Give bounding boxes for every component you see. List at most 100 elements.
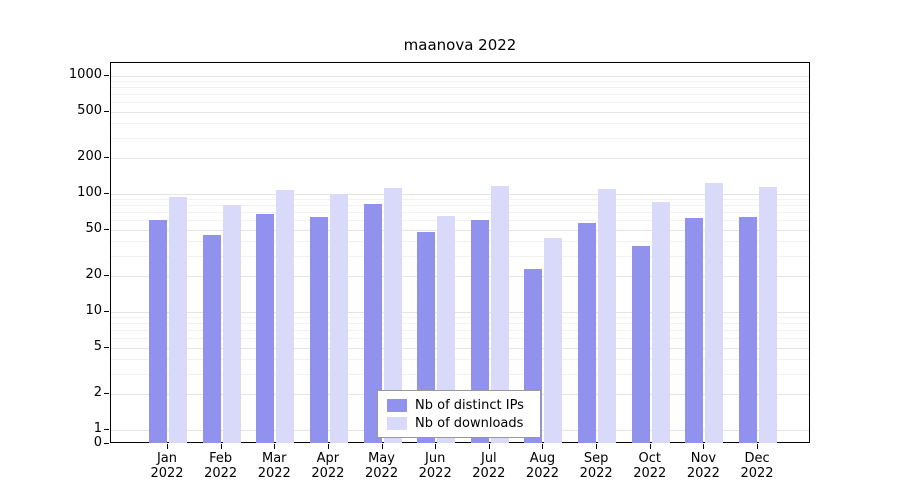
bar-downloads-nov [705, 182, 724, 443]
x-tick-label-may: May 2022 [365, 451, 399, 481]
legend-item-downloads: Nb of downloads [387, 416, 531, 431]
gridline-minor [111, 323, 809, 325]
y-tick-mark [104, 193, 109, 194]
bar-ips-mar [256, 213, 275, 443]
x-tick-mark [542, 444, 544, 449]
bar-downloads-jan [169, 196, 187, 443]
y-tick-mark [104, 346, 109, 348]
gridline-major-5 [111, 347, 809, 349]
gridline-minor [111, 240, 809, 242]
y-tick-mark [104, 429, 109, 430]
gridline-minor [111, 338, 809, 340]
x-tick-mark [488, 444, 490, 449]
gridline-minor [111, 87, 809, 89]
bar-ips-nov [685, 217, 704, 443]
x-tick-label-nov: Nov 2022 [686, 451, 720, 481]
x-tick-mark [757, 444, 759, 449]
y-tick-mark [104, 110, 109, 112]
gridline-minor [111, 122, 809, 124]
x-tick-label-apr: Apr 2022 [311, 451, 345, 481]
y-tick-label-100: 100 [77, 185, 102, 200]
gridline-minor [111, 137, 809, 139]
gridline-minor [111, 81, 809, 83]
gridline-major-50 [111, 229, 809, 231]
bar-ips-may [363, 204, 382, 443]
y-tick-mark [104, 311, 109, 312]
gridline-minor [111, 205, 809, 207]
gridline-major-500 [111, 111, 809, 113]
bar-downloads-apr [329, 194, 348, 443]
x-tick-label-jun: Jun 2022 [418, 451, 452, 481]
legend-swatch-downloads-icon [387, 416, 407, 430]
x-tick-label-jan: Jan 2022 [150, 451, 184, 481]
gridline-major-200 [111, 158, 809, 160]
x-tick-label-dec: Dec 2022 [740, 451, 774, 481]
chart-title: maanova 2022 [403, 36, 517, 54]
bar-ips-oct [631, 246, 650, 443]
bar-downloads-sep [598, 189, 617, 443]
bar-downloads-jul [490, 185, 509, 443]
y-tick-mark [104, 228, 109, 230]
y-tick-mark [104, 443, 109, 444]
x-tick-mark [274, 444, 276, 449]
bar-downloads-aug [544, 238, 563, 443]
gridline-minor [111, 199, 809, 201]
x-tick-mark [167, 444, 168, 449]
bar-ips-jul [470, 220, 489, 443]
gridline-minor [111, 94, 809, 96]
gridline-major-10 [111, 312, 809, 313]
x-tick-label-mar: Mar 2022 [257, 451, 291, 481]
x-tick-label-feb: Feb 2022 [204, 451, 238, 481]
x-tick-label-jul: Jul 2022 [472, 451, 506, 481]
gridline-minor [111, 317, 809, 319]
y-tick-label-10: 10 [85, 303, 102, 318]
bar-downloads-jun [437, 216, 456, 443]
gridline-minor [111, 358, 809, 360]
bar-downloads-dec [759, 186, 778, 443]
plot-area [110, 62, 810, 443]
x-tick-mark [649, 444, 651, 449]
legend-swatch-distinct-ips-icon [387, 398, 407, 412]
legend-label-downloads: Nb of downloads [415, 415, 524, 431]
y-tick-label-50: 50 [85, 220, 102, 236]
x-tick-mark [220, 444, 222, 449]
y-tick-mark [104, 275, 109, 277]
x-tick-label-aug: Aug 2022 [525, 451, 560, 481]
gridline-minor [111, 373, 809, 375]
y-tick-label-1: 1 [93, 421, 102, 436]
gridline-major-1000 [111, 76, 809, 77]
gridline-minor [111, 102, 809, 104]
bar-downloads-feb [222, 205, 241, 443]
bar-downloads-oct [651, 202, 670, 443]
bar-ips-jan [149, 220, 167, 443]
gridline-minor [111, 212, 809, 214]
gridline-minor [111, 330, 809, 332]
gridline-major-100 [111, 194, 809, 195]
x-tick-mark [381, 444, 383, 449]
bar-downloads-mar [276, 190, 295, 443]
y-tick-label-20: 20 [85, 267, 102, 283]
x-tick-mark [327, 444, 329, 449]
x-tick-mark [703, 444, 705, 449]
bar-ips-apr [309, 216, 328, 443]
y-tick-mark [104, 157, 109, 159]
x-tick-label-oct: Oct 2022 [633, 451, 667, 481]
legend-item-distinct-ips: Nb of distinct IPs [387, 398, 531, 413]
bar-ips-feb [202, 234, 221, 443]
y-tick-mark [104, 75, 109, 76]
legend: Nb of distinct IPs Nb of downloads [377, 390, 541, 438]
x-tick-label-sep: Sep 2022 [579, 451, 613, 481]
x-tick-mark [435, 444, 437, 449]
bar-ips-sep [578, 222, 597, 443]
gridline-minor [111, 255, 809, 257]
legend-label-distinct-ips: Nb of distinct IPs [415, 397, 524, 413]
x-tick-mark [596, 444, 598, 449]
y-tick-label-200: 200 [77, 149, 102, 165]
y-tick-label-5: 5 [93, 338, 102, 354]
gridline-major-20 [111, 276, 809, 278]
y-tick-mark [104, 393, 109, 395]
bar-downloads-may [383, 188, 402, 443]
y-tick-label-1000: 1000 [68, 67, 102, 82]
gridline-minor [111, 220, 809, 222]
